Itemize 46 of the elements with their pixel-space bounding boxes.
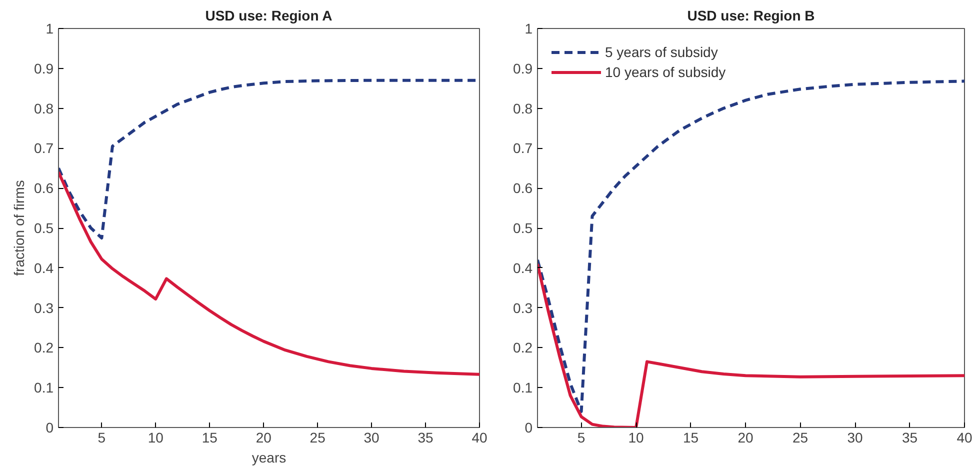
y-tick-label: 0.1 (513, 380, 533, 396)
x-tick-label: 15 (202, 430, 218, 446)
line-series (538, 80, 964, 414)
x-tick-label: 15 (682, 430, 699, 446)
chart-title: USD use: Region A (205, 8, 332, 24)
y-tick-label: 0.5 (34, 220, 54, 236)
x-tick-label: 10 (628, 430, 644, 446)
y-tick-label: 1 (46, 20, 54, 36)
y-tick-label: 0.1 (34, 380, 54, 396)
y-tick-label: 0 (524, 420, 533, 436)
y-tick-label: 0.9 (513, 60, 533, 76)
x-tick-label: 5 (98, 430, 106, 446)
x-tick-label: 40 (956, 430, 972, 446)
chart-title: USD use: Region B (687, 8, 815, 24)
y-tick-label: 0.9 (34, 60, 54, 76)
x-axis-title: years (252, 450, 286, 466)
x-tick-label: 35 (902, 430, 918, 446)
x-tick-label: 20 (256, 430, 272, 446)
y-tick-label: 0.3 (513, 300, 533, 316)
x-tick-label: 10 (148, 430, 164, 446)
y-tick-label: 0.3 (34, 300, 54, 316)
y-tick-label: 0.6 (34, 180, 54, 196)
y-tick-label: 0.6 (513, 180, 533, 196)
y-tick-label: 0.7 (34, 140, 54, 156)
legend-label: 10 years of subsidy (605, 64, 726, 80)
x-tick-label: 35 (418, 430, 434, 446)
legend-label: 5 years of subsidy (605, 44, 718, 60)
x-tick-label: 20 (738, 430, 754, 446)
x-tick-label: 25 (792, 430, 808, 446)
x-tick-label: 25 (310, 430, 326, 446)
y-tick-label: 0.2 (513, 340, 533, 356)
y-tick-label: 0.2 (34, 340, 54, 356)
y-tick-label: 0.7 (513, 140, 533, 156)
x-tick-label: 40 (472, 430, 488, 446)
x-tick-label: 30 (847, 430, 864, 446)
line-series (58, 170, 480, 376)
y-tick-label: 0 (46, 420, 54, 436)
y-tick-label: 0.4 (34, 260, 54, 276)
y-tick-label: 1 (524, 20, 533, 36)
y-axis-title: fraction of firms (11, 180, 28, 276)
y-tick-label: 0.8 (513, 100, 533, 116)
y-tick-label: 0.4 (513, 260, 533, 276)
y-tick-label: 0.8 (34, 100, 54, 116)
x-tick-label: 30 (364, 430, 380, 446)
y-tick-label: 0.5 (513, 220, 533, 236)
x-tick-label: 5 (577, 430, 586, 446)
